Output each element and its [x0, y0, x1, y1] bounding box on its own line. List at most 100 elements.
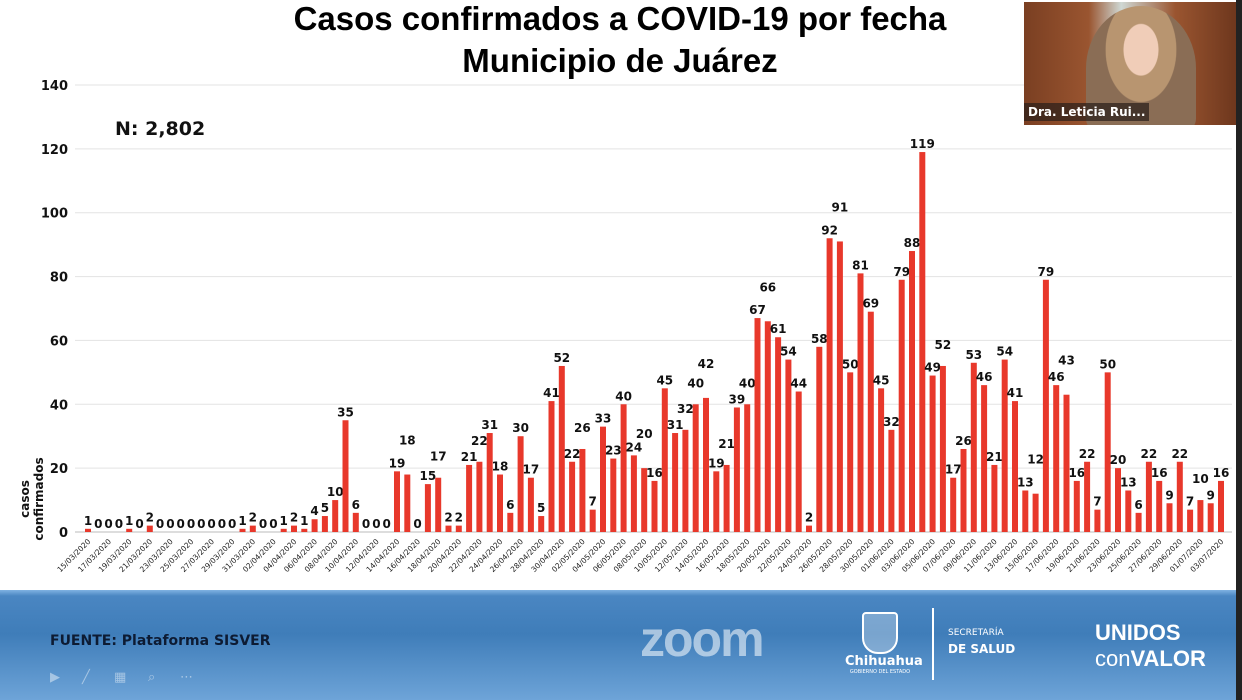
- zoom-icon[interactable]: ⌕: [148, 670, 156, 685]
- source-label: FUENTE: Plataforma SISVER: [50, 633, 271, 649]
- bar: [85, 528, 91, 532]
- chart-title: Casos confirmados a COVID-19 por fecha: [293, 0, 947, 37]
- bar: [1053, 385, 1060, 532]
- data-label: 6: [506, 498, 514, 512]
- bar: [929, 375, 936, 532]
- bar: [981, 385, 988, 532]
- data-label: 43: [1058, 354, 1075, 368]
- data-label: 88: [904, 236, 921, 250]
- bar: [744, 404, 751, 532]
- data-label: 58: [811, 332, 828, 346]
- data-label: 79: [1038, 265, 1055, 279]
- bar: [517, 436, 524, 532]
- data-label: 10: [1192, 472, 1209, 486]
- more-icon[interactable]: ⋯: [180, 670, 193, 685]
- data-label: 69: [862, 297, 879, 311]
- bar: [960, 448, 967, 532]
- data-label: 35: [337, 405, 354, 419]
- data-label: 0: [115, 517, 123, 531]
- bar: [466, 464, 473, 532]
- participant-video[interactable]: Dra. Leticia Rui...: [1024, 2, 1240, 125]
- data-label: 32: [883, 415, 900, 429]
- data-label: 91: [832, 200, 849, 214]
- bar: [703, 397, 709, 532]
- bar: [806, 525, 812, 532]
- data-label: 49: [924, 361, 941, 375]
- bar: [939, 365, 946, 532]
- bar: [527, 477, 534, 532]
- bar: [589, 509, 596, 532]
- data-label: 0: [166, 517, 174, 531]
- data-label: 40: [739, 376, 756, 390]
- data-label: 10: [327, 485, 344, 499]
- bar: [455, 525, 462, 532]
- bar: [692, 404, 699, 532]
- data-label: 2: [455, 511, 463, 525]
- data-label: 18: [492, 460, 509, 474]
- bar: [1094, 509, 1101, 532]
- divider: [932, 608, 934, 680]
- bar: [280, 528, 287, 532]
- data-label: 2: [444, 511, 452, 525]
- data-label: 0: [383, 517, 391, 531]
- bar: [672, 433, 679, 532]
- data-label: 46: [1048, 370, 1065, 384]
- bar: [1197, 500, 1204, 532]
- data-label: 17: [523, 463, 540, 477]
- bar: [291, 525, 297, 532]
- data-label: 6: [1134, 498, 1142, 512]
- data-label: 1: [280, 514, 288, 528]
- y-axis-label: casos confirmados: [18, 457, 46, 541]
- bar: [1104, 372, 1111, 532]
- bar: [1001, 359, 1008, 532]
- data-label: 0: [372, 517, 380, 531]
- bar: [538, 516, 545, 532]
- bar: [610, 458, 617, 532]
- data-label: 26: [574, 421, 591, 435]
- data-label: 41: [543, 386, 560, 400]
- bar: [342, 420, 349, 532]
- bar: [641, 468, 648, 532]
- bar: [445, 525, 452, 532]
- slides-icon[interactable]: ▦: [114, 670, 127, 685]
- bar: [126, 528, 133, 532]
- bar: [311, 519, 318, 532]
- y-tick-label: 40: [50, 398, 68, 413]
- data-label: 0: [177, 517, 185, 531]
- bar: [1218, 480, 1224, 532]
- bar: [1207, 503, 1214, 532]
- data-label: 1: [238, 514, 246, 528]
- data-label: 79: [893, 265, 910, 279]
- data-label: 1: [84, 514, 92, 528]
- bar: [1145, 461, 1152, 532]
- bar: [600, 426, 606, 532]
- data-label: 1: [300, 514, 308, 528]
- data-label: 50: [842, 357, 859, 371]
- data-label: 92: [821, 223, 838, 237]
- slide-footer-banner: FUENTE: Plataforma SISVER ▶ ╱ ▦ ⌕ ⋯ Chih…: [0, 590, 1242, 700]
- bar: [1115, 468, 1121, 532]
- data-label: 0: [207, 517, 215, 531]
- data-label: 4: [310, 504, 318, 518]
- bar: [1135, 512, 1142, 532]
- bar: [1176, 461, 1183, 532]
- data-label: 81: [852, 258, 869, 272]
- data-label: 0: [269, 517, 277, 531]
- bar: [785, 359, 792, 532]
- play-icon[interactable]: ▶: [50, 670, 60, 685]
- bar: [1156, 480, 1163, 532]
- pen-icon[interactable]: ╱: [82, 670, 90, 685]
- data-label: 0: [413, 517, 421, 531]
- data-label: 44: [790, 377, 807, 391]
- y-tick-label: 60: [50, 334, 68, 349]
- data-label: 21: [718, 437, 735, 451]
- data-label: 0: [156, 517, 164, 531]
- chart-subtitle: Municipio de Juárez: [462, 42, 778, 79]
- data-label: 39: [729, 392, 746, 406]
- bar: [950, 477, 957, 532]
- data-label: 2: [249, 511, 257, 525]
- data-label: 20: [636, 427, 653, 441]
- bar: [424, 484, 431, 532]
- bar: [146, 525, 153, 532]
- data-label: 53: [965, 348, 982, 362]
